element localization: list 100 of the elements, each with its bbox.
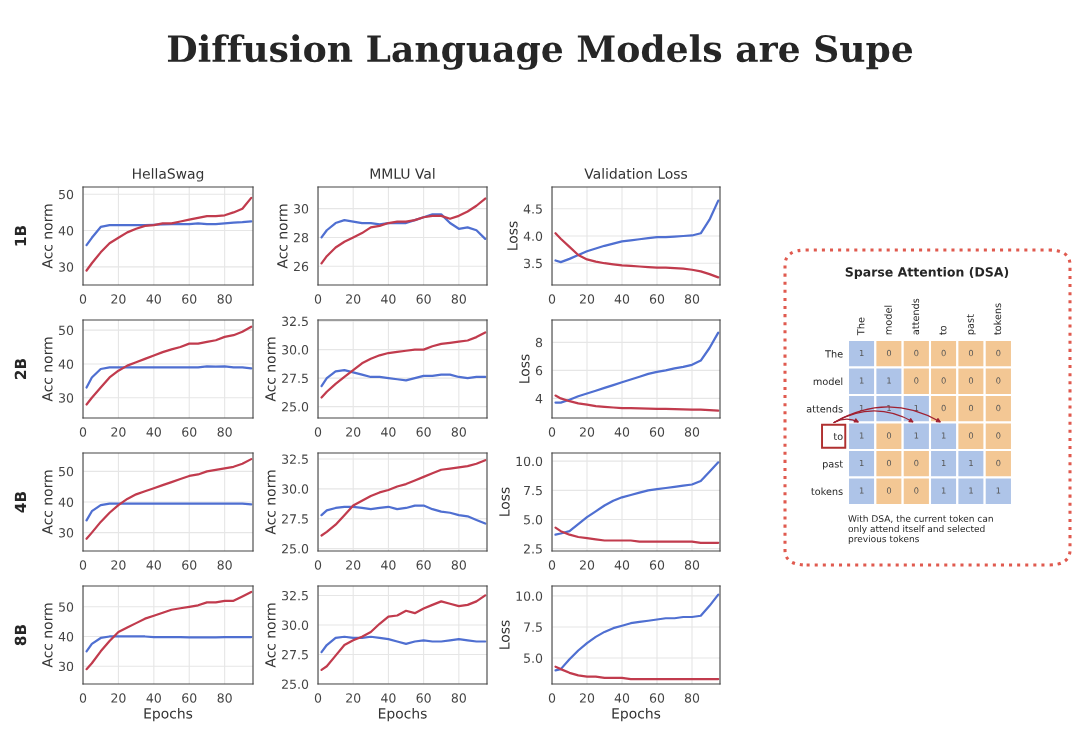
text: 8B (14, 624, 27, 646)
x-tick-label: 80 (217, 693, 232, 703)
chart-title: MMLU Val (370, 168, 435, 179)
y-tick-label: 10.0 (516, 591, 543, 601)
y-tick-label: 40 (58, 631, 74, 642)
y-tick-label: past (823, 460, 843, 470)
line-series (554, 232, 720, 279)
data-label: 1 (859, 377, 864, 384)
x-tick-label: 60 (416, 560, 431, 570)
data-label: 1 (969, 487, 973, 494)
x-tick-label: 60 (649, 560, 665, 570)
x-tick-label: 80 (684, 294, 700, 304)
y-tick-label: 4.5 (523, 204, 542, 214)
line-series (554, 593, 720, 672)
x-axis-title: Epochs (378, 707, 427, 722)
x-tick-label: 0 (79, 294, 87, 304)
y-tick-label: 40 (58, 497, 74, 507)
x-tick-label: 20 (346, 693, 361, 703)
y-tick-label: 4 (535, 394, 543, 404)
data-label: 1 (859, 349, 864, 357)
y-tick-label: 8 (535, 337, 543, 348)
y-tick-label: 28 (293, 232, 309, 243)
x-tick-label: 40 (146, 427, 161, 437)
y-tick-label: 30.0 (282, 620, 309, 630)
y-tick-label: 5.0 (524, 514, 543, 525)
data-label: 1 (887, 404, 891, 412)
line-series (320, 504, 487, 525)
y-tick-label: 30 (59, 262, 74, 272)
data-label: 1 (941, 487, 946, 494)
y-axis-title: Loss (507, 221, 518, 250)
y-tick-label: 25.0 (282, 402, 309, 412)
y-tick-label: 30 (59, 393, 74, 403)
y-axis-title: Acc norm (265, 337, 276, 402)
line-series (85, 502, 253, 522)
line-series (554, 461, 720, 536)
chart-title: Sparse Attention (DSA) (845, 266, 1009, 280)
x-tick-label: model (884, 305, 892, 335)
y-tick-label: 27.5 (282, 649, 308, 660)
line-series (85, 458, 253, 540)
y-tick-label: 50 (59, 325, 74, 336)
x-tick-label: 0 (314, 294, 322, 304)
y-tick-label: 7.5 (524, 622, 542, 632)
y-tick-label: 30.0 (282, 345, 309, 355)
x-tick-label: 40 (381, 693, 396, 703)
data-label: 1 (859, 487, 864, 494)
x-tick-label: 40 (146, 294, 161, 304)
line-series (85, 325, 253, 406)
y-tick-label: 40 (58, 359, 74, 369)
data-label: 1 (914, 432, 919, 439)
line-series (554, 526, 720, 544)
y-tick-label: 25.0 (282, 544, 309, 554)
x-tick-label: 80 (451, 560, 466, 570)
x-tick-label: 60 (416, 427, 431, 437)
y-tick-label: 4.0 (523, 231, 543, 241)
data-label: 1 (996, 487, 1001, 494)
data-label: 0 (968, 404, 974, 412)
y-axis-title: Acc norm (42, 470, 53, 535)
line-series (320, 369, 487, 388)
x-tick-label: 60 (416, 693, 431, 703)
x-tick-label: 40 (614, 693, 630, 703)
line-series (554, 665, 720, 681)
line-series (85, 365, 253, 389)
x-tick-label: 0 (548, 427, 556, 437)
chart-title: HellaSwag (133, 168, 204, 182)
line-series (554, 394, 720, 412)
data-label: 0 (941, 404, 946, 412)
data-label: 0 (914, 377, 919, 384)
y-axis-title: Acc norm (265, 470, 276, 535)
x-tick-label: 40 (614, 560, 630, 570)
x-tick-label: 0 (548, 693, 556, 703)
data-label: 0 (941, 377, 946, 384)
y-tick-label: 30 (59, 528, 74, 538)
text: 1B (14, 225, 27, 246)
line-series (320, 331, 487, 399)
x-tick-label: 0 (79, 427, 87, 437)
y-axis-title: Acc norm (265, 603, 276, 668)
x-tick-label: 40 (381, 560, 396, 570)
chart-title: Validation Loss (584, 168, 688, 179)
x-tick-label: 60 (182, 427, 197, 437)
y-tick-label: 50 (59, 189, 74, 200)
data-label: 0 (941, 349, 946, 357)
x-tick-label: 0 (79, 560, 87, 570)
y-tick-label: 7.5 (524, 485, 542, 496)
line-series (85, 590, 253, 671)
x-tick-label: 60 (416, 294, 431, 304)
data-label: 0 (996, 404, 1001, 412)
data-label: 1 (941, 459, 946, 467)
y-tick-label: 32.5 (282, 316, 308, 327)
text: 4B (14, 491, 27, 513)
y-tick-label: 25.0 (282, 679, 309, 689)
x-tick-label: 80 (451, 693, 466, 703)
x-tick-label: 20 (579, 693, 595, 703)
x-axis-title: Epochs (144, 707, 193, 722)
x-tick-label: 80 (451, 294, 466, 304)
data-label: 0 (996, 459, 1001, 467)
x-tick-label: 0 (79, 693, 87, 703)
data-label: 0 (968, 349, 974, 357)
x-tick-label: 60 (649, 693, 665, 703)
y-tick-label: 3.5 (524, 258, 542, 269)
y-tick-label: 32.5 (282, 590, 308, 601)
